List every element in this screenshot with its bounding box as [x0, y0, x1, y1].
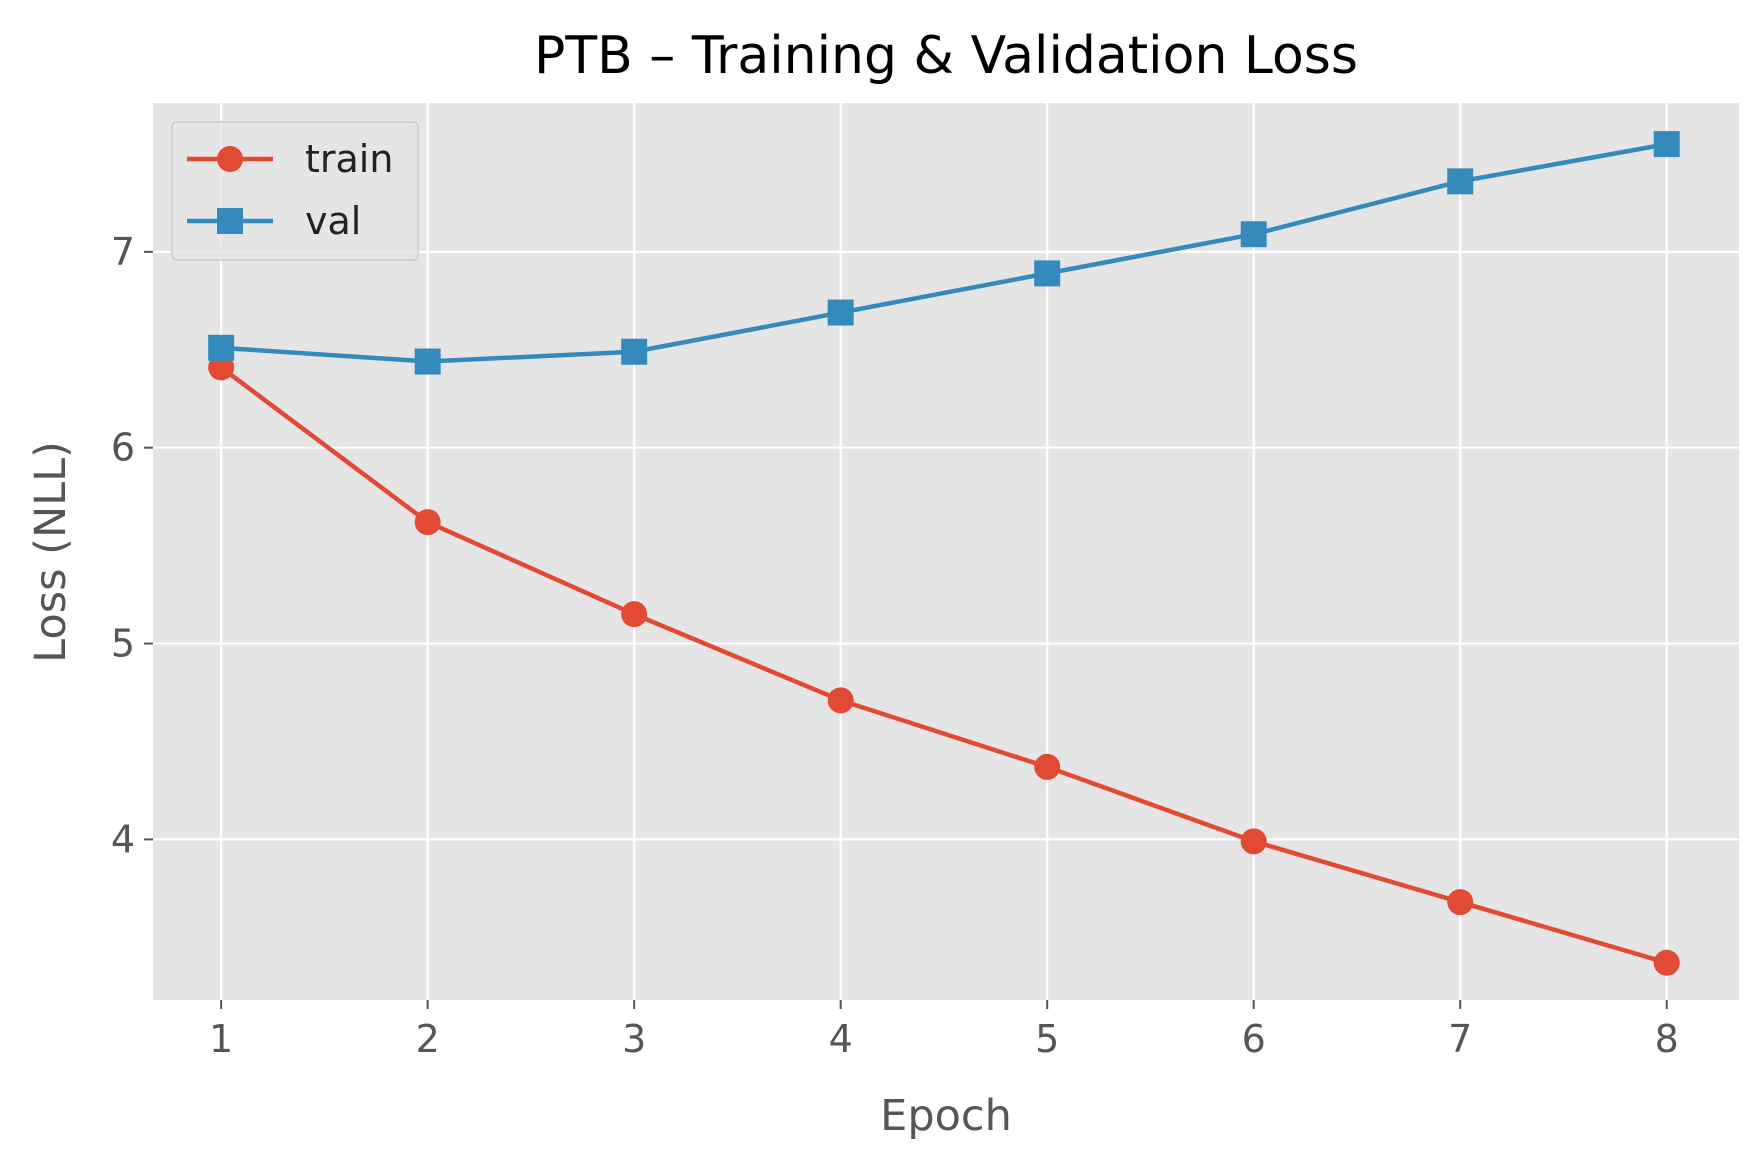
chart-title: PTB – Training & Validation Loss	[534, 26, 1358, 86]
x-tick-label: 3	[622, 1017, 646, 1061]
legend-train-marker	[217, 146, 243, 172]
x-tick-label: 6	[1242, 1017, 1266, 1061]
legend-train-label: train	[305, 137, 393, 181]
val-point	[1034, 260, 1061, 287]
val-point	[827, 299, 854, 326]
val-point	[208, 334, 235, 361]
train-point	[1447, 889, 1474, 916]
val-line	[220, 141, 1668, 364]
train-point	[827, 687, 854, 714]
y-axis-label: Loss (NLL)	[26, 441, 76, 663]
series-layer	[208, 131, 1680, 976]
train-point	[1034, 753, 1061, 780]
y-tick-label: 4	[111, 817, 135, 861]
train-line	[219, 365, 1668, 965]
x-tick-label: 5	[1035, 1017, 1059, 1061]
axis-ticks: 1 2 3 4 5 6 7 8 4 5 6 7	[111, 230, 1679, 1061]
train-point	[414, 509, 441, 536]
x-tick-label: 2	[416, 1017, 440, 1061]
x-tick-label: 7	[1448, 1017, 1472, 1061]
legend-val-label: val	[305, 199, 361, 243]
series-train	[208, 354, 1680, 976]
y-tick-label: 7	[111, 230, 135, 274]
series-val	[208, 131, 1680, 375]
train-point	[621, 601, 648, 628]
grid-lines	[153, 103, 1739, 1000]
x-tick-label: 4	[829, 1017, 853, 1061]
train-point	[1240, 828, 1267, 855]
val-point	[414, 348, 441, 375]
x-tick-label: 8	[1655, 1017, 1679, 1061]
val-point	[1653, 131, 1680, 158]
val-point	[1447, 168, 1474, 195]
legend-entry-train: train	[187, 137, 393, 181]
val-point	[621, 338, 648, 365]
val-point	[1240, 221, 1267, 248]
legend-entry-val: val	[187, 199, 361, 243]
y-tick-label: 5	[111, 622, 135, 666]
legend-val-marker	[217, 208, 243, 234]
y-tick-label: 6	[111, 426, 135, 470]
train-point	[1653, 949, 1680, 976]
legend: train val	[171, 121, 419, 261]
x-axis-label: Epoch	[880, 1091, 1012, 1141]
x-tick-label: 1	[209, 1017, 233, 1061]
train-point	[208, 354, 235, 381]
